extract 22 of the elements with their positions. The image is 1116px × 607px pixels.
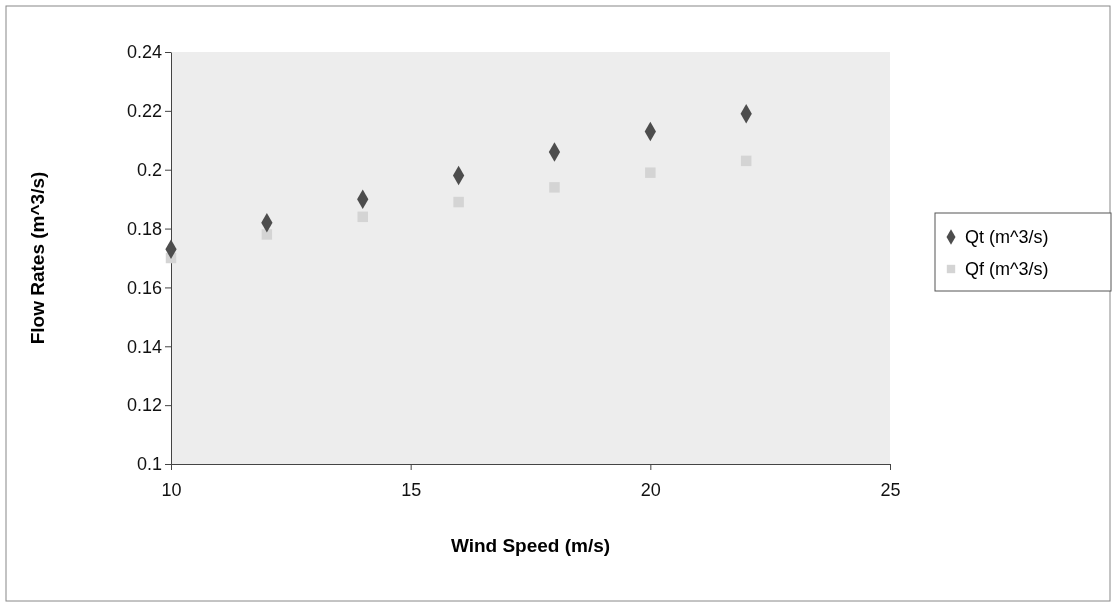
y-tick-label: 0.18	[126, 218, 162, 239]
y-tick-label: 0.16	[126, 277, 162, 298]
y-tick-label: 0.1	[136, 454, 162, 475]
y-tick-label: 0.12	[126, 395, 162, 416]
x-tick-label: 25	[880, 480, 901, 501]
y-tick-label: 0.2	[136, 159, 162, 180]
x-tick-label: 20	[640, 480, 661, 501]
point	[740, 155, 752, 167]
x-axis-title: Wind Speed (m/s)	[450, 535, 611, 556]
y-tick-label: 0.14	[126, 336, 162, 357]
y-axis-title: Flow Rates (m^3/s)	[27, 171, 48, 345]
point	[645, 167, 656, 178]
point	[453, 196, 464, 208]
x-tick-label: 10	[161, 480, 182, 501]
point	[549, 182, 560, 193]
legend-label: Qf (m^3/s)	[965, 259, 1049, 279]
y-tick-label: 0.24	[126, 42, 162, 63]
point	[261, 229, 273, 240]
legend-label: Qt (m^3/s)	[965, 227, 1049, 247]
x-tick-label: 15	[401, 480, 422, 501]
point	[357, 211, 368, 223]
y-tick-label: 0.22	[126, 101, 162, 122]
